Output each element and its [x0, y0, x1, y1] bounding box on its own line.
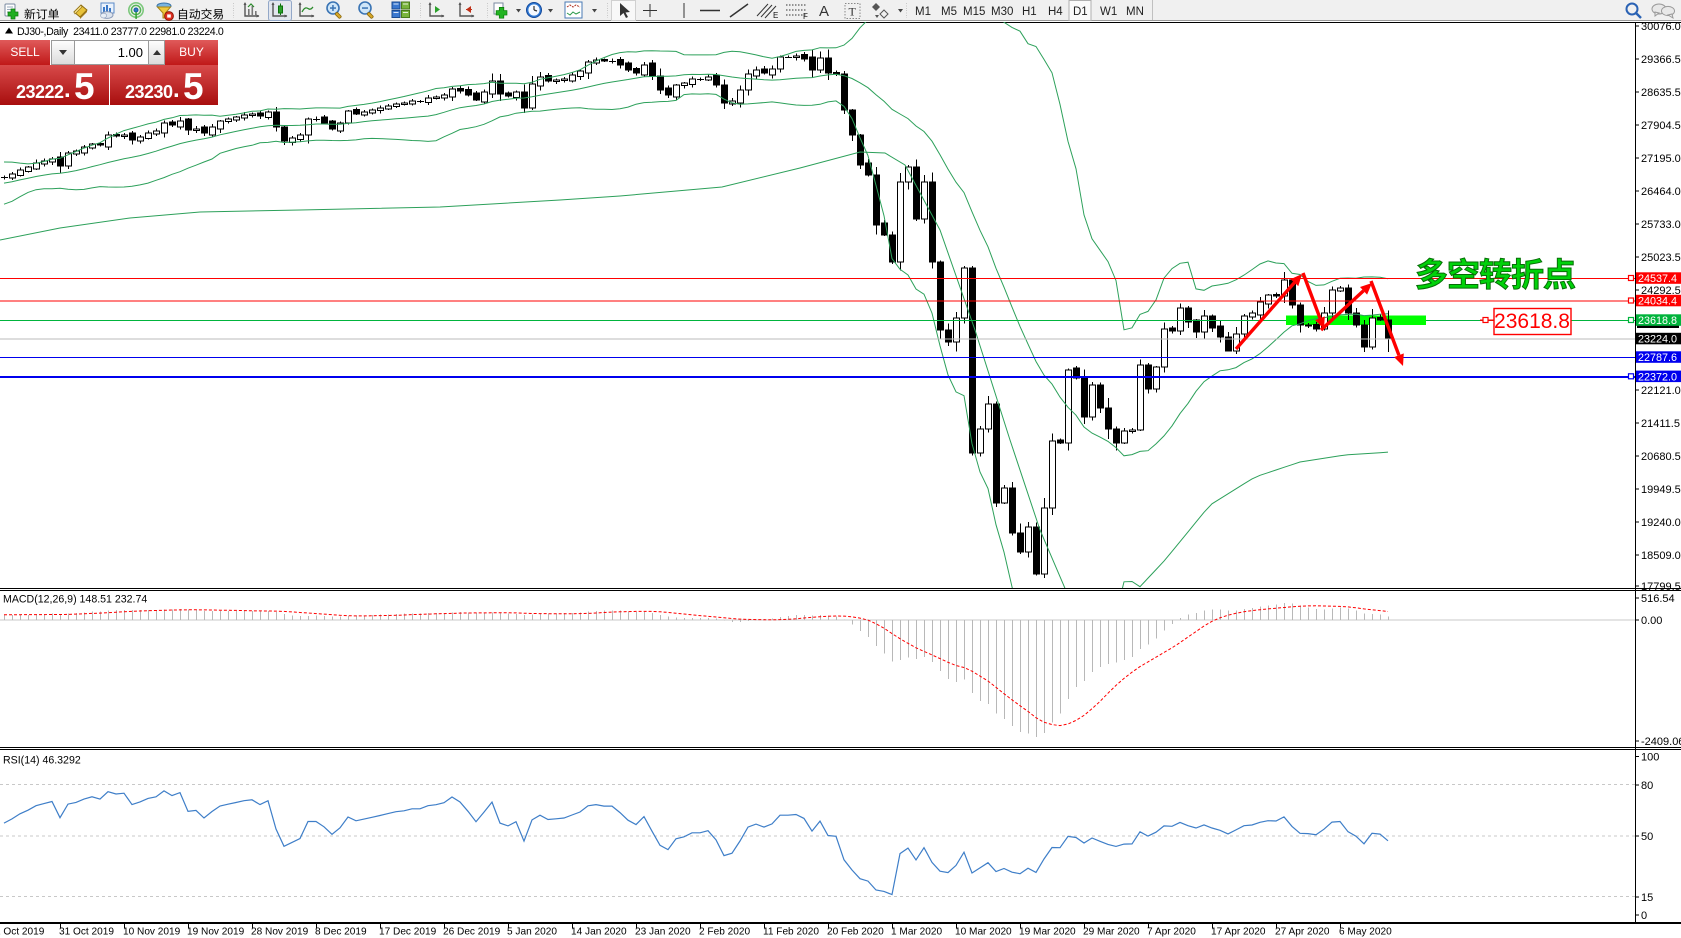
svg-text:24292.5: 24292.5 [1641, 285, 1681, 297]
svg-text:MACD(12,26,9) 148.51 232.74: MACD(12,26,9) 148.51 232.74 [3, 594, 147, 606]
svg-text:D1: D1 [1073, 6, 1088, 18]
svg-text:19 Nov 2019: 19 Nov 2019 [187, 927, 245, 938]
svg-text:28 Nov 2019: 28 Nov 2019 [251, 927, 309, 938]
svg-text:20 Feb 2020: 20 Feb 2020 [827, 927, 884, 938]
svg-text:0: 0 [1641, 910, 1647, 922]
svg-text:RSI(14) 46.3292: RSI(14) 46.3292 [3, 755, 81, 767]
svg-text:A: A [819, 3, 829, 20]
svg-text:M15: M15 [963, 6, 985, 18]
svg-text:19240.0: 19240.0 [1641, 517, 1681, 529]
svg-text:6 May 2020: 6 May 2020 [1339, 927, 1392, 938]
svg-text:516.54: 516.54 [1641, 593, 1675, 605]
svg-text:50: 50 [1641, 831, 1653, 843]
svg-text:MN: MN [1126, 6, 1144, 18]
svg-text:23618.8: 23618.8 [1638, 315, 1677, 327]
svg-text:25023.5: 25023.5 [1641, 252, 1681, 264]
svg-text:11 Feb 2020: 11 Feb 2020 [763, 927, 819, 938]
svg-text:27 Apr 2020: 27 Apr 2020 [1275, 927, 1330, 938]
svg-text:22372.0: 22372.0 [1638, 371, 1677, 383]
svg-text:22121.0: 22121.0 [1641, 385, 1681, 397]
svg-text:28635.5: 28635.5 [1641, 87, 1681, 99]
svg-text:24537.4: 24537.4 [1638, 273, 1677, 285]
svg-text:80: 80 [1641, 780, 1653, 792]
svg-text:20680.5: 20680.5 [1641, 451, 1681, 463]
svg-text:17 Dec 2019: 17 Dec 2019 [379, 927, 437, 938]
svg-text:0.00: 0.00 [1641, 615, 1662, 627]
svg-text:18509.0: 18509.0 [1641, 550, 1681, 562]
svg-text:22787.6: 22787.6 [1638, 352, 1677, 364]
svg-text:DJ30-,Daily 23411.0 23777.0 2: DJ30-,Daily 23411.0 23777.0 22981.0 2322… [17, 26, 224, 38]
svg-text:M1: M1 [915, 6, 931, 18]
svg-text:29366.5: 29366.5 [1641, 54, 1681, 66]
svg-text:1 Mar 2020: 1 Mar 2020 [891, 927, 942, 938]
svg-text:30076.0: 30076.0 [1641, 21, 1681, 33]
svg-text:27904.5: 27904.5 [1641, 120, 1681, 132]
svg-text:14 Jan 2020: 14 Jan 2020 [571, 927, 627, 938]
svg-text:27195.0: 27195.0 [1641, 153, 1681, 165]
svg-text:100: 100 [1641, 752, 1659, 764]
svg-text:31 Oct 2019: 31 Oct 2019 [59, 927, 114, 938]
svg-text:8 Dec 2019: 8 Dec 2019 [315, 927, 367, 938]
svg-text:10 Mar 2020: 10 Mar 2020 [955, 927, 1012, 938]
svg-text:17799.5: 17799.5 [1641, 581, 1681, 593]
svg-text:29 Mar 2020: 29 Mar 2020 [1083, 927, 1140, 938]
svg-text:5 Jan 2020: 5 Jan 2020 [507, 927, 557, 938]
svg-text:24034.4: 24034.4 [1638, 296, 1677, 308]
svg-text:26 Dec 2019: 26 Dec 2019 [443, 927, 501, 938]
svg-text:19949.5: 19949.5 [1641, 484, 1681, 496]
svg-text:17 Apr 2020: 17 Apr 2020 [1211, 927, 1266, 938]
svg-text:F: F [803, 12, 808, 21]
svg-text:7 Apr 2020: 7 Apr 2020 [1147, 927, 1196, 938]
svg-text:23618.8: 23618.8 [1494, 310, 1570, 333]
svg-text:M30: M30 [991, 6, 1013, 18]
svg-text:19 Mar 2020: 19 Mar 2020 [1019, 927, 1076, 938]
svg-text:23224.0: 23224.0 [1638, 334, 1677, 346]
svg-text:-2409.06: -2409.06 [1641, 736, 1681, 748]
svg-text:10 Nov 2019: 10 Nov 2019 [123, 927, 181, 938]
svg-text:2 Feb 2020: 2 Feb 2020 [699, 927, 750, 938]
svg-text:H4: H4 [1048, 6, 1063, 18]
svg-text:23 Jan 2020: 23 Jan 2020 [635, 927, 691, 938]
svg-text:25733.0: 25733.0 [1641, 219, 1681, 231]
svg-text:E: E [773, 11, 778, 20]
svg-text:T: T [849, 5, 857, 19]
svg-text:H1: H1 [1022, 6, 1037, 18]
svg-text:W1: W1 [1100, 6, 1117, 18]
svg-text:M5: M5 [941, 6, 957, 18]
svg-text:21411.5: 21411.5 [1641, 418, 1680, 430]
svg-text:26464.0: 26464.0 [1641, 186, 1681, 198]
svg-text:15: 15 [1641, 892, 1653, 904]
svg-text:2 Oct 2019: 2 Oct 2019 [0, 927, 45, 938]
